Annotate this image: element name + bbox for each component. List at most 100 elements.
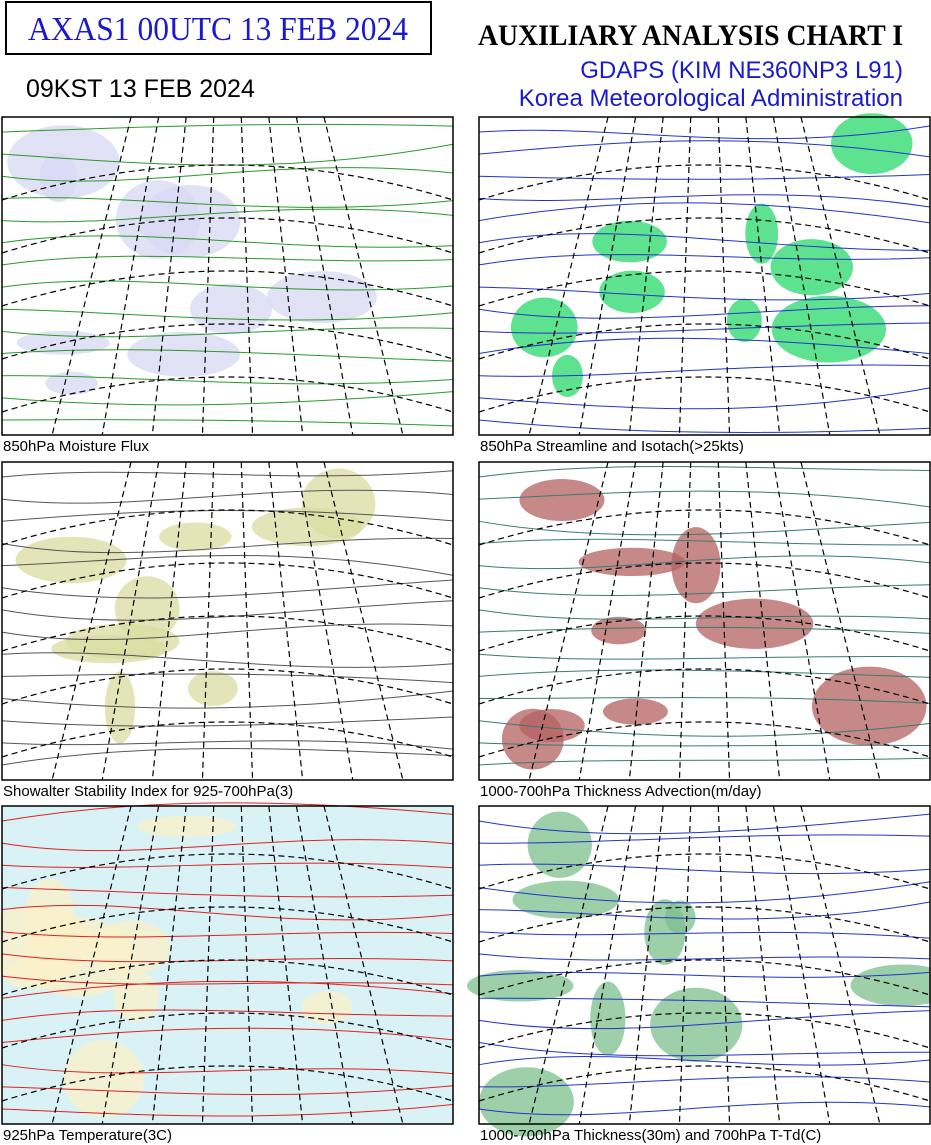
contour-line [478,669,931,678]
longitude-line [800,461,881,781]
contour-line [478,305,931,319]
shaded-area [745,203,779,264]
latitude-line [1,668,454,705]
contour-line [478,953,931,961]
contour-line [1,123,454,133]
contour-line [1,690,454,709]
contour-line [1,470,454,478]
contour-line [478,254,931,266]
map-frame [478,116,931,436]
latitude-line [1,270,454,307]
longitude-line [268,461,304,781]
contour-line [1,349,454,362]
panel-caption: Showalter Stability Index for 925-700hPa… [3,783,293,800]
latitude-line [478,1065,931,1102]
contour-line [1,931,454,938]
contour-line [478,233,931,251]
contour-line [1,308,454,321]
contour-line [1,375,454,385]
map-frame [1,461,454,781]
contour-line [478,863,931,875]
latitude-line [478,615,931,652]
longitude-line [678,461,692,781]
contour-line [478,322,931,334]
contour-line [1,1064,454,1075]
contour-line [1,1085,454,1096]
kst-time: 09KST 13 FEB 2024 [26,75,255,103]
contour-line [1,975,454,986]
shaded-area [301,468,376,539]
longitude-line [295,116,354,436]
contour-line [1,1103,454,1117]
longitude-line [528,461,609,781]
contour-line [478,757,931,766]
contour-line [478,742,931,747]
latitude-line [478,164,931,201]
shaded-area [0,906,95,979]
contour-line [478,1101,931,1116]
panel-caption: 925hPa Temperature(3C) [3,1127,172,1144]
longitude-line [628,461,664,781]
shaded-area [770,239,854,296]
shaded-area [7,125,120,199]
latitude-line [478,270,931,307]
map-panel: 850hPa Streamline and Isotach(>25kts) [478,113,931,455]
longitude-line [745,805,781,1125]
panel-caption: 850hPa Streamline and Isotach(>25kts) [480,438,744,455]
shaded-area [15,536,127,584]
contour-line [478,720,931,737]
panel-caption: 1000-700hPa Thickness Advection(m/day) [480,783,762,800]
shaded-area [665,900,696,935]
map-panel: Showalter Stability Index for 925-700hPa… [1,461,454,800]
latitude-line [478,376,931,413]
longitude-line [772,116,831,436]
shaded-area [189,283,272,335]
shaded-area [466,970,574,1002]
shaded-area [187,671,238,706]
map-panel: 1000-700hPa Thickness Advection(m/day) [478,461,931,800]
longitude-line [101,461,160,781]
code-box [5,1,432,55]
map-frame [1,116,454,436]
panel-caption: 1000-700hPa Thickness(30m) and 700hPa T-… [480,1127,821,1144]
shaded-area [512,880,619,919]
code-box-text: AXAS1 00UTC 13 FEB 2024 [28,11,408,48]
contour-line [478,626,931,634]
latitude-line [1,376,454,413]
contour-line [478,1042,931,1057]
latitude-line [1,217,454,254]
longitude-line [323,805,404,1125]
latitude-line [1,906,454,943]
shaded-area [599,270,665,313]
longitude-line [745,461,781,781]
shaded-area [64,1039,144,1118]
longitude-line [201,116,215,436]
contour-line [1,862,454,869]
longitude-line [800,116,881,436]
contour-line [478,881,931,904]
shaded-area [671,527,721,604]
longitude-line [240,116,254,436]
latitude-line [1,509,454,546]
map-background [2,462,453,780]
longitude-line [528,805,609,1125]
shaded-area [301,991,354,1025]
longitude-line [323,116,404,436]
longitude-line [717,461,731,781]
latitude-line [478,853,931,890]
contour-line [1,208,454,223]
longitude-line [717,805,731,1125]
longitude-line [772,805,831,1125]
contour-line [1,167,454,182]
contour-line [478,609,931,620]
shaded-area [479,1067,574,1137]
contour-line [1,391,454,406]
contour-line [1,579,454,599]
chart-title: AUXILIARY ANALYSIS CHART I [478,19,903,52]
contour-line [478,490,931,508]
longitude-line [51,461,132,781]
contour-line [1,839,454,852]
contour-line [1,1027,454,1044]
longitude-line [772,461,831,781]
